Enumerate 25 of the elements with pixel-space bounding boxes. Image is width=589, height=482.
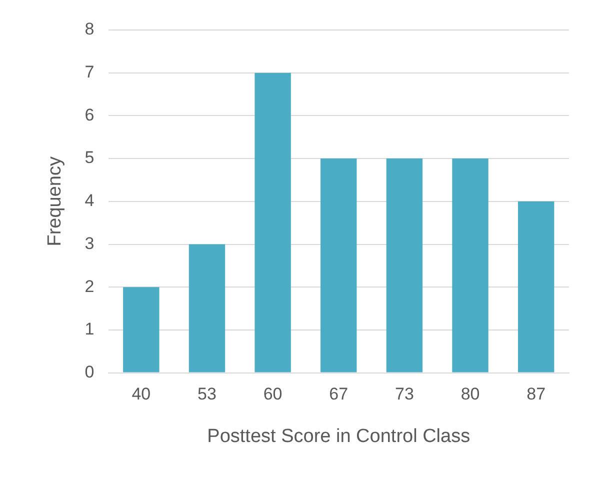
bar <box>518 201 554 372</box>
bar <box>320 158 357 372</box>
x-tick-label: 40 <box>132 384 151 404</box>
x-tick-label: 53 <box>198 384 216 404</box>
y-tick-label: 1 <box>84 320 94 339</box>
bar <box>386 158 423 372</box>
x-tick-label: 60 <box>263 384 282 404</box>
y-tick-label: 6 <box>84 105 94 124</box>
x-tick-label: 67 <box>329 384 348 404</box>
bar <box>452 158 488 372</box>
y-tick-label: 5 <box>84 148 94 168</box>
x-tick-label: 87 <box>526 384 546 404</box>
y-tick-label: 4 <box>84 191 94 210</box>
bar <box>188 244 226 372</box>
x-axis-title: Posttest Score in Control Class <box>207 426 470 447</box>
bar <box>123 287 160 372</box>
y-tick-label: 2 <box>84 276 94 296</box>
bar <box>254 72 291 372</box>
y-tick-label: 0 <box>84 362 94 382</box>
x-tick-label: 80 <box>460 384 480 404</box>
y-tick-label: 7 <box>84 62 94 82</box>
y-axis-title: Frequency <box>44 156 66 246</box>
y-tick-label: 8 <box>84 20 94 39</box>
x-tick-label: 73 <box>394 384 414 404</box>
y-tick-label: 3 <box>84 234 94 253</box>
